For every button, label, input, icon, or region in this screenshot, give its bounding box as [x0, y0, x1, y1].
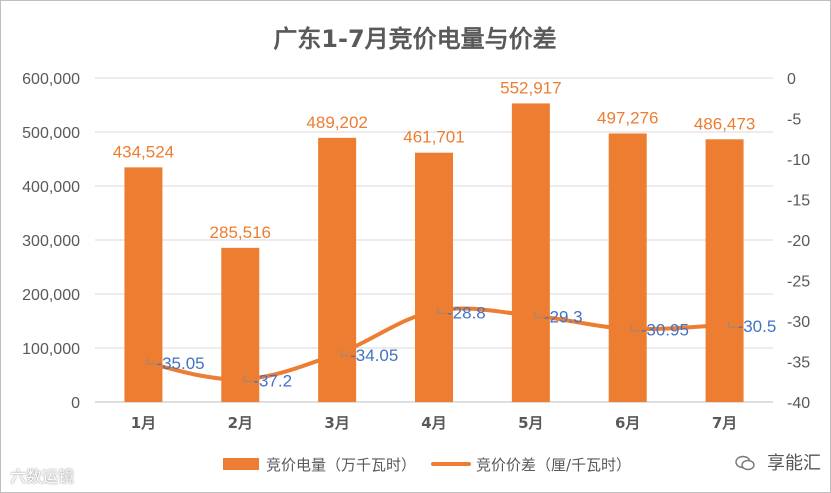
bar-data-label: 486,473	[694, 114, 755, 133]
legend-line-label: 竞价价差（厘/千瓦时）	[476, 456, 631, 474]
x-tick-label: 3月	[324, 414, 349, 432]
line-point-4	[432, 309, 436, 313]
bar-5	[511, 103, 550, 403]
x-tick-label: 1月	[131, 414, 156, 432]
bar-data-label: 285,516	[210, 223, 271, 242]
bar-data-label: 434,524	[113, 142, 174, 161]
line-data-label: -34.05	[350, 346, 398, 365]
line-data-label: -35.05	[156, 354, 204, 373]
bar-6	[608, 133, 647, 403]
y-right-tick-label: -20	[787, 233, 810, 250]
line-point-6	[626, 327, 630, 331]
line-data-label: -37.2	[253, 371, 292, 390]
line-label-leader	[437, 307, 446, 314]
x-tick-label: 7月	[712, 414, 737, 432]
bar-data-label: 461,701	[403, 128, 464, 147]
line-point-7	[723, 323, 727, 327]
y-right-tick-label: -10	[787, 152, 810, 169]
bar-data-label: 489,202	[306, 113, 367, 132]
y-right-tick-label: -25	[787, 274, 810, 291]
watermark-left-text: 六数运镜	[10, 467, 75, 486]
line-label-leader	[534, 311, 543, 318]
x-tick-label: 5月	[518, 414, 543, 432]
line-data-label: -30.5	[738, 317, 777, 336]
y-right-tick-label: 0	[787, 71, 796, 88]
y-left-tick-label: 200,000	[22, 287, 80, 304]
line-point-3	[335, 352, 339, 356]
bar-7	[705, 139, 744, 403]
bar-data-label: 552,917	[500, 78, 561, 97]
line-label-leader	[340, 349, 350, 357]
legend-bar-swatch	[223, 458, 259, 470]
line-label-leader	[243, 375, 253, 382]
x-tick-label: 4月	[421, 414, 446, 432]
bar-data-label: 497,276	[597, 108, 658, 127]
line-point-2	[238, 377, 242, 381]
line-data-label: -30.95	[641, 321, 689, 340]
wechat-icon	[735, 455, 755, 471]
y-right-tick-label: -5	[787, 112, 801, 129]
watermark-left: 六数运镜	[10, 463, 74, 487]
chart-title: 广东1-7月竞价电量与价差	[273, 25, 556, 53]
line-label-leader	[146, 357, 156, 365]
watermark-right-text: 享能汇	[767, 453, 821, 474]
line-label-leader	[631, 324, 640, 332]
x-tick-label: 2月	[228, 414, 253, 432]
x-tick-label: 6月	[615, 414, 640, 432]
y-left-tick-label: 400,000	[22, 179, 80, 196]
y-left-tick-label: 600,000	[22, 71, 80, 88]
line-label-leader	[728, 321, 737, 328]
y-right-tick-label: -30	[787, 314, 810, 331]
y-left-tick-label: 100,000	[22, 341, 80, 358]
y-right-tick-label: -40	[787, 395, 810, 412]
watermark-right: 享能汇	[735, 449, 821, 475]
y-left-tick-label: 300,000	[22, 233, 80, 250]
y-left-tick-label: 0	[71, 395, 80, 412]
bar-4	[415, 152, 453, 402]
line-data-label: -29.3	[544, 307, 583, 326]
line-data-label: -28.8	[447, 303, 486, 322]
y-right-tick-label: -35	[787, 355, 810, 372]
y-right-tick-label: -15	[787, 193, 810, 210]
line-point-5	[529, 313, 533, 317]
y-left-tick-label: 500,000	[22, 125, 80, 142]
legend-bar-label: 竞价电量（万千瓦时）	[266, 456, 416, 474]
line-point-1	[141, 360, 145, 364]
